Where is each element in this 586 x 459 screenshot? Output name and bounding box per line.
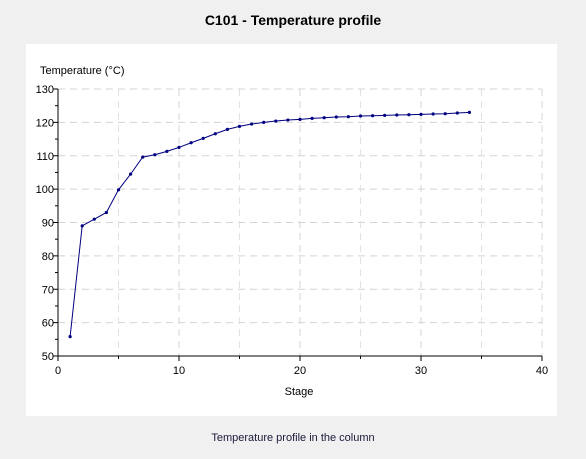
y-axis-title: Temperature (°C) (40, 65, 124, 77)
data-point (395, 113, 399, 117)
data-point (104, 210, 108, 215)
y-tick-label: 50 (42, 351, 54, 363)
data-point (310, 116, 314, 120)
data-point (431, 112, 435, 116)
series-line (69, 111, 470, 337)
data-point (358, 114, 363, 118)
data-point (213, 132, 217, 136)
x-tick-label: 40 (536, 365, 548, 377)
y-tick-label: 70 (42, 284, 54, 296)
data-point (262, 120, 266, 124)
plot-panel (26, 44, 557, 416)
data-point (225, 127, 229, 131)
data-point (250, 122, 254, 126)
data-point (371, 114, 375, 118)
data-point (116, 188, 121, 192)
axes: 50 60 70 80 90 100 110 120 130 0 10 20 30 40 (36, 84, 548, 377)
data-point (165, 149, 169, 154)
data-point (80, 224, 84, 228)
x-axis-title: Stage (285, 386, 314, 398)
data-point (322, 116, 326, 120)
y-tick-label: 120 (36, 117, 54, 129)
data-point (92, 217, 96, 221)
x-tick-label: 30 (415, 365, 427, 377)
data-point (419, 112, 423, 116)
data-point (129, 172, 133, 176)
series (68, 110, 471, 339)
chart-caption: Temperature profile in the column (211, 432, 375, 444)
data-point (455, 111, 459, 115)
data-point (298, 117, 302, 121)
data-point (274, 119, 278, 123)
data-point (153, 153, 157, 157)
x-tick-label: 20 (294, 365, 306, 377)
y-tick-label: 80 (42, 251, 54, 263)
data-point (443, 112, 447, 116)
data-point (407, 113, 411, 117)
y-tick-label: 130 (36, 84, 54, 96)
grid (58, 88, 543, 356)
y-tick-label: 100 (36, 184, 54, 196)
y-tick-label: 60 (42, 318, 54, 330)
data-point (177, 145, 181, 150)
data-point (383, 113, 387, 117)
data-point (346, 115, 350, 119)
y-tick-label: 110 (36, 151, 54, 163)
data-point (286, 118, 290, 122)
data-point (141, 155, 145, 159)
data-point (189, 141, 193, 145)
data-point (334, 115, 338, 119)
y-tick-label: 90 (42, 218, 54, 230)
data-point (467, 110, 471, 114)
data-point (237, 124, 242, 128)
x-tick-label: 10 (173, 365, 185, 377)
data-point (201, 136, 205, 140)
chart-title: C101 - Temperature profile (204, 12, 382, 28)
x-tick-label: 0 (55, 365, 61, 377)
data-point (68, 335, 72, 339)
